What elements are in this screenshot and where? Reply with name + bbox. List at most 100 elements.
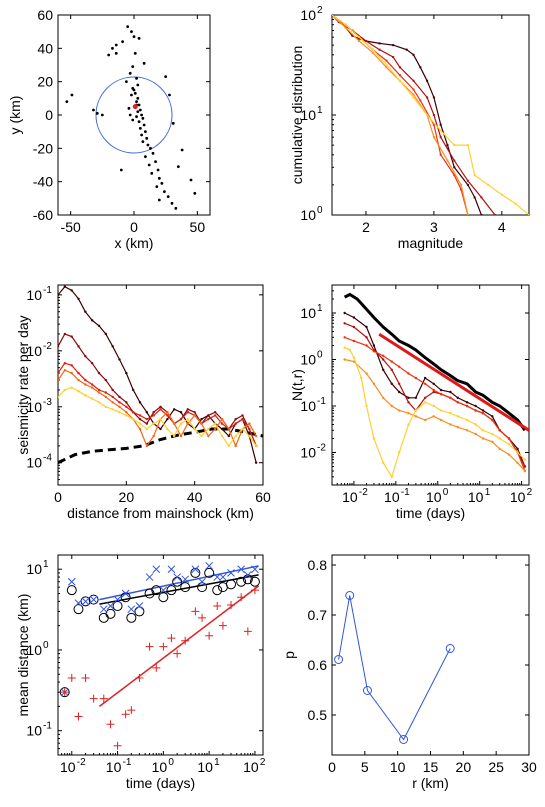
series-marker xyxy=(474,409,477,412)
series-marker xyxy=(63,362,67,365)
event-point xyxy=(138,108,142,112)
plus-marker xyxy=(113,741,122,750)
event-point xyxy=(193,191,197,195)
y-tick-label: 10 xyxy=(26,287,42,303)
series-marker xyxy=(343,336,346,339)
y-tick-exponent: 0 xyxy=(317,205,323,216)
plus-marker xyxy=(121,710,130,719)
series-marker xyxy=(432,96,435,99)
plot-area xyxy=(58,285,263,465)
x-marker xyxy=(173,573,181,581)
series-marker xyxy=(152,410,155,414)
series-marker xyxy=(414,415,418,418)
event-point xyxy=(157,176,161,180)
y-tick-label: 10 xyxy=(300,444,316,460)
event-point xyxy=(125,80,128,84)
series-marker xyxy=(465,404,469,408)
circle-marker xyxy=(197,582,208,593)
series-marker xyxy=(439,418,443,422)
series-marker xyxy=(498,429,501,432)
y-tick-exponent: -3 xyxy=(43,397,52,408)
x-marker xyxy=(113,595,122,604)
x-axis-label: distance from mainshock (km) xyxy=(67,505,254,521)
circle-marker xyxy=(126,612,137,623)
x-marker xyxy=(89,595,98,604)
series-marker xyxy=(432,136,435,139)
plus-marker xyxy=(237,593,246,602)
series-marker xyxy=(145,444,149,448)
y-tick-exponent: 1 xyxy=(43,559,49,570)
circle-marker xyxy=(80,596,91,607)
event-point xyxy=(155,185,159,189)
series-marker xyxy=(186,408,190,411)
event-point xyxy=(189,178,193,182)
series-marker xyxy=(186,417,190,421)
axes-frame xyxy=(57,284,264,486)
event-point xyxy=(156,168,160,172)
circle-marker xyxy=(112,601,123,612)
event-point xyxy=(135,76,138,80)
event-point xyxy=(144,155,147,159)
event-point xyxy=(174,206,178,210)
y-tick-label: 10 xyxy=(300,7,316,23)
x-marker xyxy=(152,565,161,574)
x-marker xyxy=(198,577,206,586)
series-marker xyxy=(159,408,162,411)
region-circle xyxy=(95,76,173,154)
series-marker xyxy=(97,371,101,375)
series-marker xyxy=(382,354,385,358)
x-marker xyxy=(127,605,136,614)
series-marker xyxy=(213,427,217,431)
series-marker xyxy=(358,39,361,42)
x-marker xyxy=(67,577,76,586)
x-marker xyxy=(191,565,200,574)
series-marker xyxy=(432,123,435,126)
series-marker xyxy=(254,461,258,464)
series-marker xyxy=(439,136,442,139)
series-marker xyxy=(200,417,203,421)
series-marker xyxy=(179,410,183,414)
x-tick-label: 0 xyxy=(54,489,62,505)
series-marker xyxy=(90,362,94,365)
series-marker xyxy=(179,417,183,421)
series-marker xyxy=(372,382,376,386)
series-marker xyxy=(382,368,385,372)
series-marker xyxy=(446,159,449,162)
plus-marker xyxy=(67,673,76,682)
series-marker xyxy=(213,414,217,417)
x-tick-label: -50 xyxy=(61,219,81,235)
series-marker xyxy=(200,434,203,438)
series-marker xyxy=(241,414,244,417)
series-marker xyxy=(193,410,196,414)
y-tick-label: 60 xyxy=(37,7,53,23)
y-tick-label: 10 xyxy=(300,305,316,321)
event-point xyxy=(133,51,137,55)
x-tick-label: 5 xyxy=(361,759,369,775)
event-point xyxy=(170,201,174,205)
series-marker xyxy=(456,425,459,429)
series-marker xyxy=(456,401,459,404)
series-line xyxy=(332,15,469,215)
x-tick-exponent: -2 xyxy=(77,757,86,768)
circle-marker xyxy=(236,576,247,587)
series-marker xyxy=(390,382,393,386)
series-marker xyxy=(360,376,363,380)
circle-marker xyxy=(151,585,162,596)
series-marker xyxy=(398,66,401,69)
series-marker xyxy=(172,408,176,411)
circle-marker xyxy=(399,735,409,744)
series-marker xyxy=(97,401,101,404)
circle-marker xyxy=(345,591,355,600)
y-tick-label: 10 xyxy=(26,561,42,577)
x-tick-label: 40 xyxy=(187,489,203,505)
series-marker xyxy=(407,412,410,415)
series-marker xyxy=(432,390,435,394)
event-point xyxy=(171,121,175,125)
series-marker xyxy=(207,427,210,431)
x-tick-label: 10 xyxy=(390,759,406,775)
event-point xyxy=(141,116,145,120)
series-marker xyxy=(407,396,410,400)
series-marker xyxy=(423,382,427,386)
